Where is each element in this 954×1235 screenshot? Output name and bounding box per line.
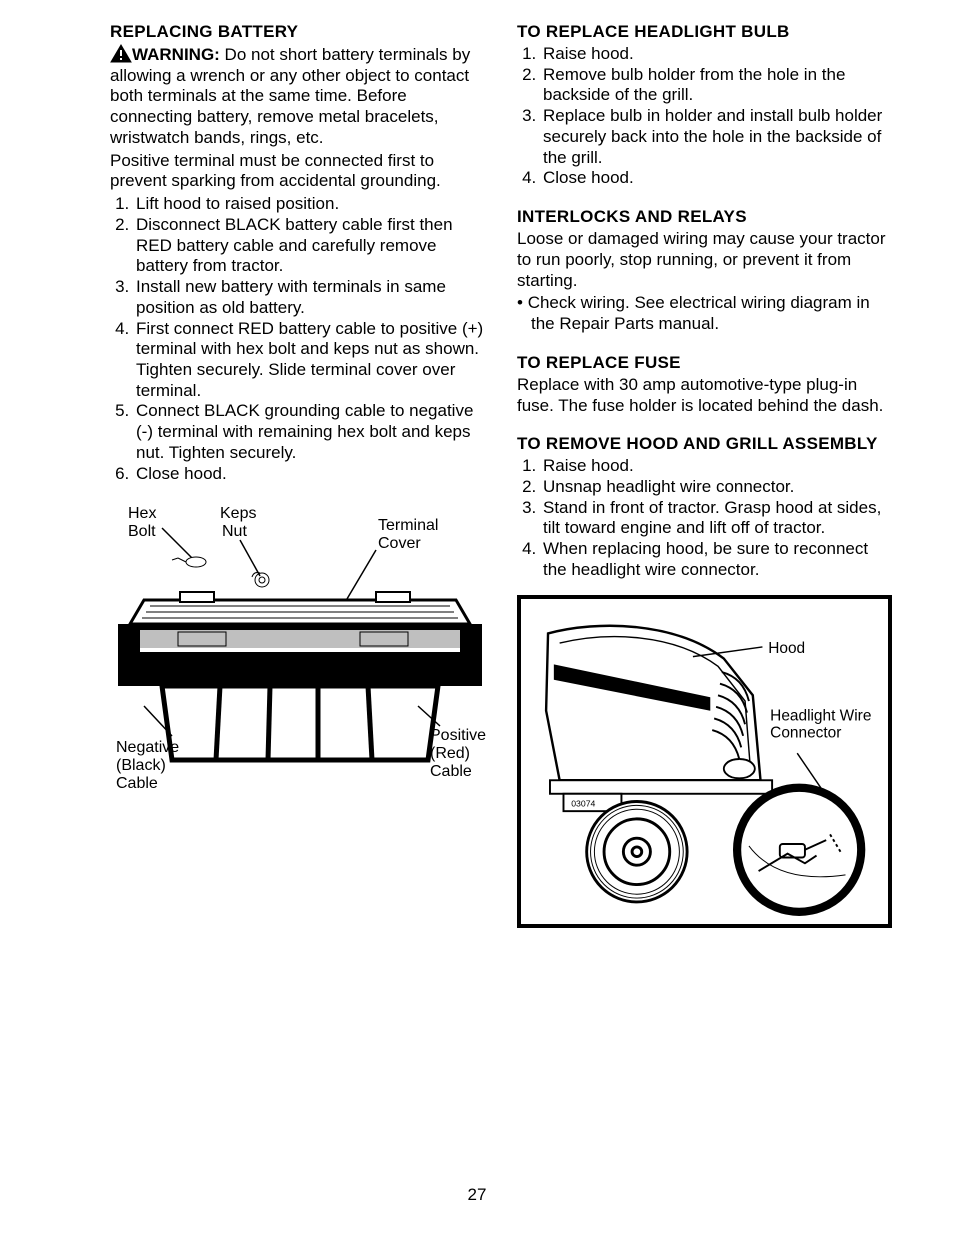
list-item: Install new battery with terminals in sa… xyxy=(134,277,485,318)
list-item: Disconnect BLACK battery cable first the… xyxy=(134,215,485,277)
warning-icon xyxy=(110,44,132,63)
svg-text:Connector: Connector xyxy=(770,724,841,741)
svg-text:Nut: Nut xyxy=(222,523,247,540)
svg-text:(Red): (Red) xyxy=(430,745,470,762)
columns: REPLACING BATTERY WARNING: Do not short … xyxy=(110,22,892,928)
list-item: Stand in front of tractor. Grasp hood at… xyxy=(541,498,892,539)
svg-text:Hood: Hood xyxy=(768,639,805,656)
battery-steps: Lift hood to raised position. Disconnect… xyxy=(110,194,485,484)
positive-terminal-note: Positive terminal must be connected firs… xyxy=(110,151,485,192)
list-item: Connect BLACK grounding cable to negativ… xyxy=(134,401,485,463)
list-item: Check wiring. See electrical wiring diag… xyxy=(531,293,892,334)
heading-remove-hood: TO REMOVE HOOD AND GRILL ASSEMBLY xyxy=(517,434,892,454)
heading-replace-fuse: TO REPLACE FUSE xyxy=(517,353,892,373)
list-item: When replacing hood, be sure to reconnec… xyxy=(541,539,892,580)
list-item: Close hood. xyxy=(541,168,892,189)
svg-text:03074: 03074 xyxy=(571,798,595,808)
hood-diagram-svg: 03074 xyxy=(521,599,888,919)
page-number: 27 xyxy=(0,1185,954,1205)
svg-text:Cable: Cable xyxy=(116,775,158,792)
svg-text:Hex: Hex xyxy=(128,505,156,522)
list-item: Close hood. xyxy=(134,464,485,485)
svg-text:Keps: Keps xyxy=(220,505,256,522)
svg-text:Cover: Cover xyxy=(378,535,421,552)
warning-label: WARNING: xyxy=(132,45,220,64)
battery-figure: Hex Bolt Keps Nut Terminal Cover xyxy=(110,500,485,805)
hood-figure: 03074 xyxy=(517,595,892,928)
right-column: TO REPLACE HEADLIGHT BULB Raise hood. Re… xyxy=(517,22,892,928)
list-item: Replace bulb in holder and install bulb … xyxy=(541,106,892,168)
heading-replacing-battery: REPLACING BATTERY xyxy=(110,22,485,42)
page: REPLACING BATTERY WARNING: Do not short … xyxy=(0,0,954,1235)
heading-replace-bulb: TO REPLACE HEADLIGHT BULB xyxy=(517,22,892,42)
bulb-steps: Raise hood. Remove bulb holder from the … xyxy=(517,44,892,189)
list-item: Unsnap headlight wire connector. xyxy=(541,477,892,498)
svg-text:Cable: Cable xyxy=(430,763,472,780)
list-item: Raise hood. xyxy=(541,44,892,65)
svg-text:Bolt: Bolt xyxy=(128,523,156,540)
svg-text:(Black): (Black) xyxy=(116,757,166,774)
svg-text:Terminal: Terminal xyxy=(378,517,438,534)
list-item: Raise hood. xyxy=(541,456,892,477)
left-column: REPLACING BATTERY WARNING: Do not short … xyxy=(110,22,485,928)
list-item: Remove bulb holder from the hole in the … xyxy=(541,65,892,106)
battery-diagram-svg: Hex Bolt Keps Nut Terminal Cover xyxy=(110,500,490,800)
warning-paragraph: WARNING: Do not short battery terminals … xyxy=(110,44,485,149)
heading-interlocks: INTERLOCKS AND RELAYS xyxy=(517,207,892,227)
svg-text:Positive: Positive xyxy=(430,727,486,744)
hood-steps: Raise hood. Unsnap headlight wire connec… xyxy=(517,456,892,580)
list-item: First connect RED battery cable to posit… xyxy=(134,319,485,402)
fuse-text: Replace with 30 amp automotive-type plug… xyxy=(517,375,892,416)
interlocks-bullets: Check wiring. See electrical wiring diag… xyxy=(517,293,892,334)
interlocks-text: Loose or damaged wiring may cause your t… xyxy=(517,229,892,291)
svg-text:Headlight Wire: Headlight Wire xyxy=(770,707,871,724)
list-item: Lift hood to raised position. xyxy=(134,194,485,215)
svg-text:Negative: Negative xyxy=(116,739,179,756)
